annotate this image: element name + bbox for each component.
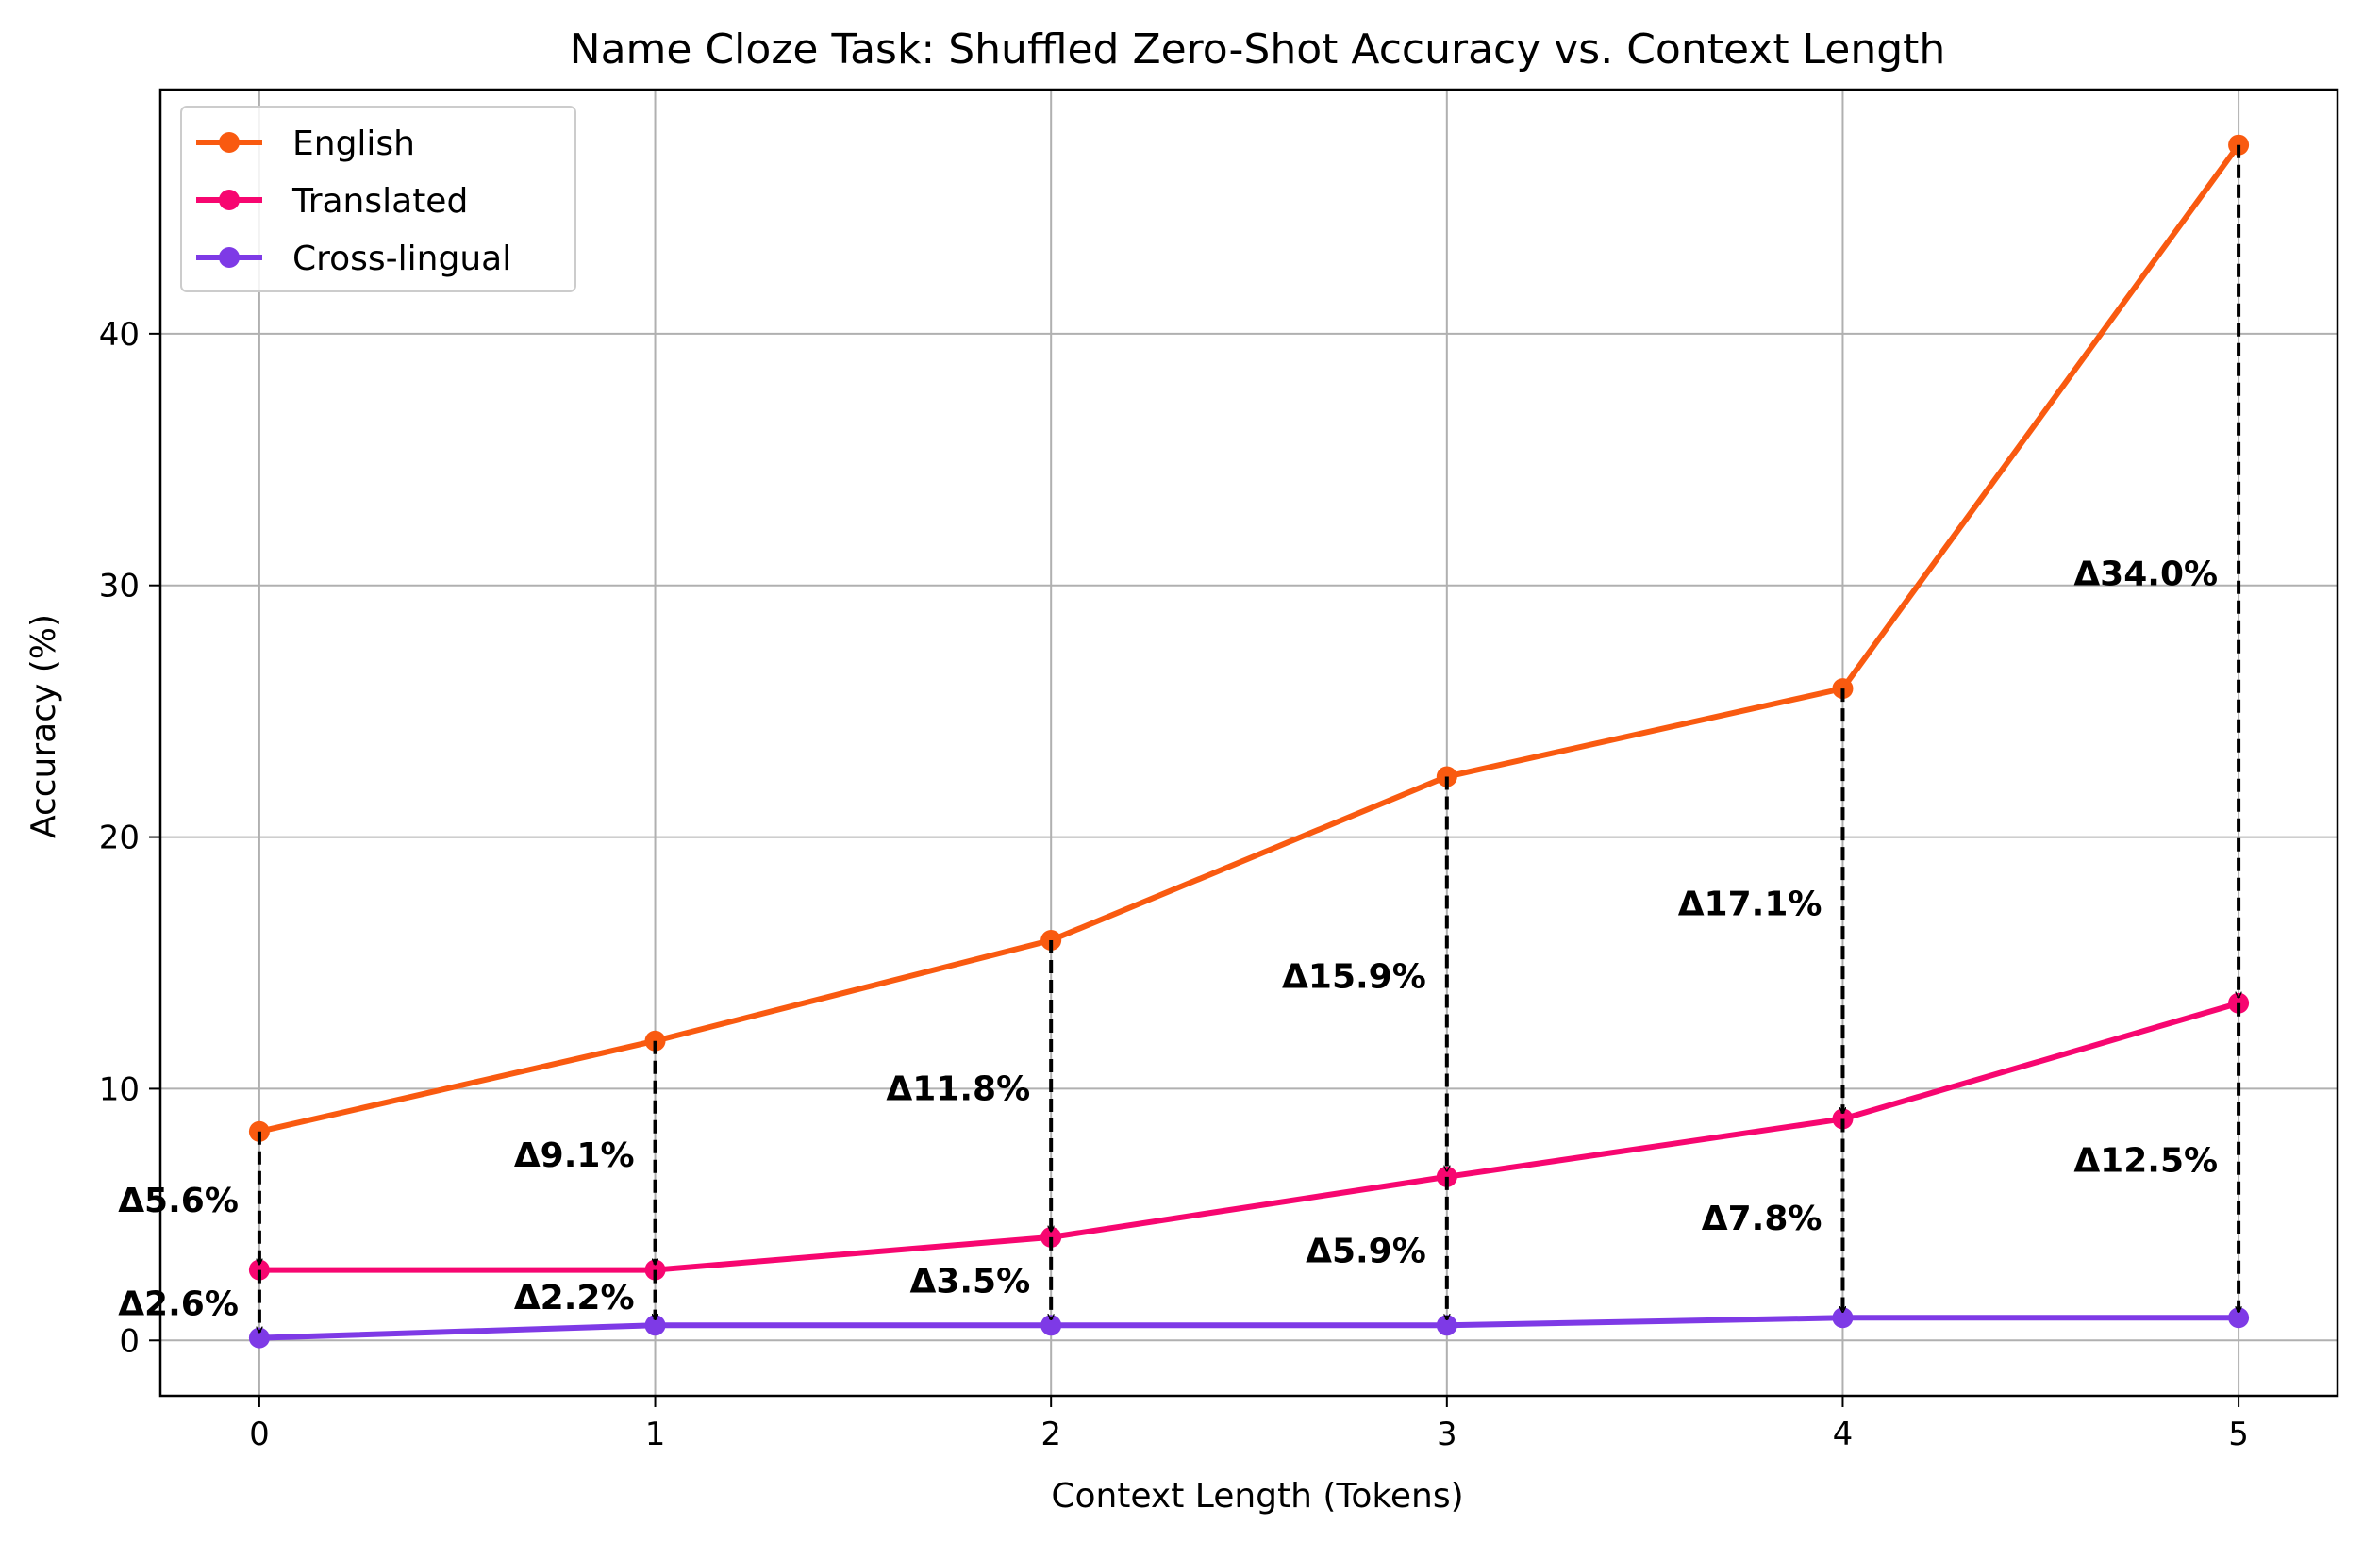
data-point — [1436, 1315, 1457, 1336]
delta-label: Δ3.5% — [909, 1263, 1030, 1301]
legend-label: Translated — [291, 182, 468, 221]
y-tick-label: 10 — [99, 1070, 140, 1108]
series-line — [258, 1315, 2239, 1341]
data-point — [644, 1315, 666, 1336]
delta-label: Δ17.1% — [1678, 885, 1822, 923]
y-tick-label: 0 — [119, 1322, 140, 1360]
delta-label: Δ7.8% — [1702, 1200, 1822, 1238]
axis-ticks: 0 1 2 3 4 5 0 10 20 30 40 — [99, 316, 2249, 1453]
legend-box — [180, 106, 576, 292]
delta-label: Δ2.6% — [118, 1285, 239, 1324]
series-line — [258, 1000, 2239, 1273]
delta-label: Δ9.1% — [514, 1136, 635, 1175]
series-lines — [248, 134, 2250, 1349]
delta-label: Δ34.0% — [2073, 555, 2218, 594]
x-tick-label: 4 — [1833, 1416, 1854, 1453]
legend-marker — [219, 190, 240, 210]
delta-label: Δ15.9% — [1282, 958, 1426, 997]
x-axis-label: Context Length (Tokens) — [1051, 1477, 1463, 1516]
legend: English Translated Cross-lingual — [180, 106, 576, 292]
y-tick-label: 20 — [99, 820, 140, 857]
data-point — [248, 1327, 270, 1349]
series-line — [258, 142, 2241, 1135]
y-tick-label: 40 — [99, 316, 140, 354]
delta-label: Δ5.6% — [118, 1182, 239, 1220]
y-axis-label: Accuracy (%) — [25, 614, 63, 838]
y-tick-label: 30 — [99, 568, 140, 605]
legend-marker — [219, 132, 240, 153]
delta-label: Δ2.2% — [514, 1279, 635, 1317]
data-point — [2228, 1307, 2250, 1329]
grid — [160, 90, 2338, 1396]
chart-title: Name Cloze Task: Shuffled Zero-Shot Accu… — [570, 25, 1946, 74]
x-tick-label: 1 — [645, 1416, 666, 1453]
delta-annotations: Δ5.6% Δ2.6% Δ9.1% Δ2.2% Δ11.8% Δ3.5% Δ15.9% Δ5.… — [118, 144, 2239, 1333]
delta-label: Δ5.9% — [1306, 1233, 1426, 1271]
data-point — [1832, 1307, 1854, 1329]
x-tick-label: 3 — [1437, 1416, 1457, 1453]
delta-label: Δ11.8% — [886, 1069, 1030, 1108]
legend-label: English — [292, 124, 415, 163]
legend-label: Cross-lingual — [292, 240, 511, 278]
data-point — [1040, 1315, 1062, 1336]
legend-marker — [219, 247, 240, 268]
x-tick-label: 0 — [249, 1416, 270, 1453]
x-tick-label: 5 — [2228, 1416, 2249, 1453]
x-tick-label: 2 — [1040, 1416, 1061, 1453]
plot-frame — [158, 88, 2339, 1398]
delta-label: Δ12.5% — [2073, 1141, 2218, 1180]
